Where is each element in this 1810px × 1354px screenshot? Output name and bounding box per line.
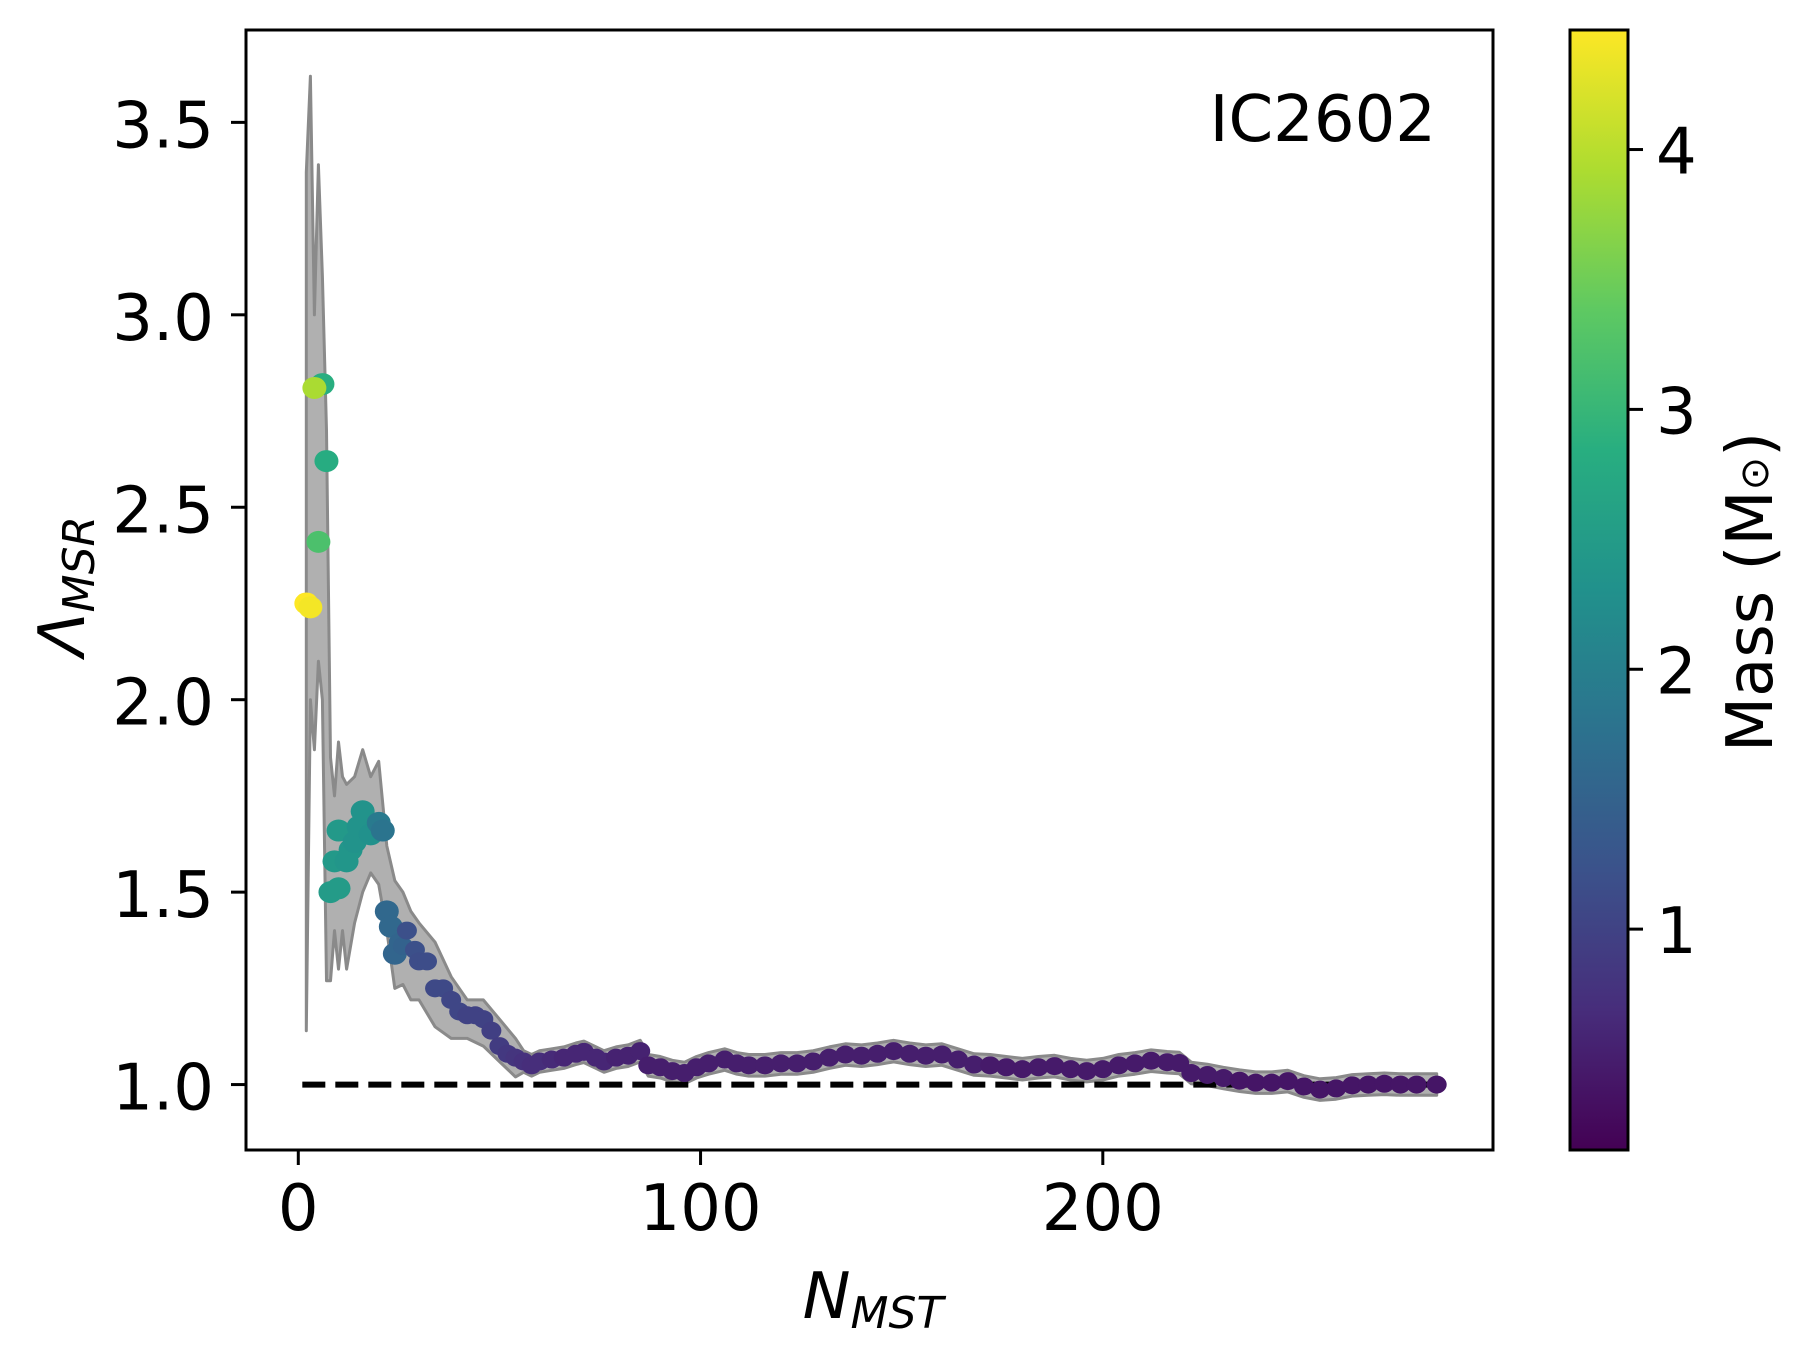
data-point (378, 915, 403, 938)
data-point (964, 1055, 985, 1074)
data-point (931, 1045, 952, 1064)
data-point (298, 596, 323, 619)
x-axis-title: NMST (803, 1260, 947, 1339)
data-point (1358, 1075, 1379, 1094)
data-point (1141, 1051, 1162, 1070)
y-axis: 1.0 1.5 2.0 2.5 3.0 3.5 (112, 89, 246, 1126)
data-point (314, 450, 339, 473)
data-point (1028, 1058, 1049, 1077)
data-point (803, 1052, 824, 1071)
data-point (370, 819, 395, 842)
colorbar-tick-label: 3 (1656, 375, 1697, 449)
data-point (947, 1050, 968, 1069)
data-point (350, 800, 375, 823)
data-point (396, 921, 417, 940)
colorbar-tick-label: 4 (1656, 116, 1697, 190)
data-point (835, 1045, 856, 1064)
data-point (1060, 1060, 1081, 1079)
data-point (1213, 1069, 1234, 1088)
y-axis-title: ΛMSR (26, 516, 105, 661)
x-axis: 0 100 200 (278, 1150, 1164, 1246)
data-point (1108, 1056, 1129, 1075)
data-point (1310, 1080, 1331, 1099)
data-point (1293, 1077, 1314, 1096)
y-tick-label: 2.0 (112, 667, 214, 741)
colorbar-title-close: ) (1714, 432, 1788, 457)
data-point (738, 1056, 759, 1075)
y-tick-label: 3.0 (112, 282, 214, 356)
x-axis-title-main: N (803, 1260, 851, 1334)
x-tick-label: 100 (639, 1172, 761, 1246)
y-tick-label: 1.0 (112, 1052, 214, 1126)
x-tick-label: 0 (278, 1172, 319, 1246)
data-point (306, 530, 331, 553)
data-point (302, 376, 327, 399)
colorbar-axis: 1 2 3 4 (1628, 116, 1697, 969)
colorbar-title: Mass (M⊙) (1714, 432, 1788, 752)
data-point (630, 1042, 651, 1061)
data-point (996, 1058, 1017, 1077)
x-axis-title-subscript: MST (851, 1288, 947, 1339)
x-tick-label: 200 (1042, 1172, 1164, 1246)
data-point (1044, 1057, 1065, 1076)
data-point (326, 819, 351, 842)
data-point (1012, 1060, 1033, 1079)
cluster-annotation: IC2602 (1210, 83, 1436, 157)
data-point (1181, 1064, 1202, 1083)
data-point (867, 1044, 888, 1063)
colorbar-title-sun-symbol: ⊙ (1732, 457, 1778, 491)
data-point (1076, 1062, 1097, 1081)
data-point (1374, 1074, 1395, 1093)
colorbar-title-main: Mass (M (1714, 490, 1788, 752)
data-point (1124, 1054, 1145, 1073)
data-point (1342, 1076, 1363, 1095)
data-point (1229, 1071, 1250, 1090)
data-point (326, 877, 351, 900)
uncertainty-band (304, 74, 1439, 1102)
axes-frame (244, 28, 1495, 1152)
data-point (899, 1044, 920, 1063)
data-point (1277, 1072, 1298, 1091)
y-axis-title-main: Λ (26, 612, 100, 661)
y-tick-label: 3.5 (112, 89, 214, 163)
colorbar-tick-label: 1 (1656, 895, 1697, 969)
data-point (883, 1042, 904, 1061)
data-point (1390, 1075, 1411, 1094)
data-point (417, 952, 438, 971)
data-point (754, 1056, 775, 1075)
data-point (1326, 1079, 1347, 1098)
data-point (787, 1054, 808, 1073)
data-point (1245, 1073, 1266, 1092)
colorbar (1568, 28, 1630, 1152)
colorbar-tick-label: 2 (1656, 635, 1697, 709)
data-point (771, 1054, 792, 1073)
data-point (915, 1046, 936, 1065)
data-point (1197, 1065, 1218, 1084)
data-point (980, 1056, 1001, 1075)
data-point (698, 1054, 719, 1073)
data-point (481, 1021, 502, 1040)
y-axis-title-subscript: MSR (54, 516, 105, 612)
data-point (1406, 1075, 1427, 1094)
data-point (1426, 1075, 1447, 1094)
data-point (851, 1046, 872, 1065)
y-tick-label: 1.5 (112, 859, 214, 933)
data-point (1261, 1073, 1282, 1092)
data-point (1092, 1060, 1113, 1079)
data-point (819, 1048, 840, 1067)
y-tick-label: 2.5 (112, 474, 214, 548)
plot-area (294, 74, 1447, 1102)
